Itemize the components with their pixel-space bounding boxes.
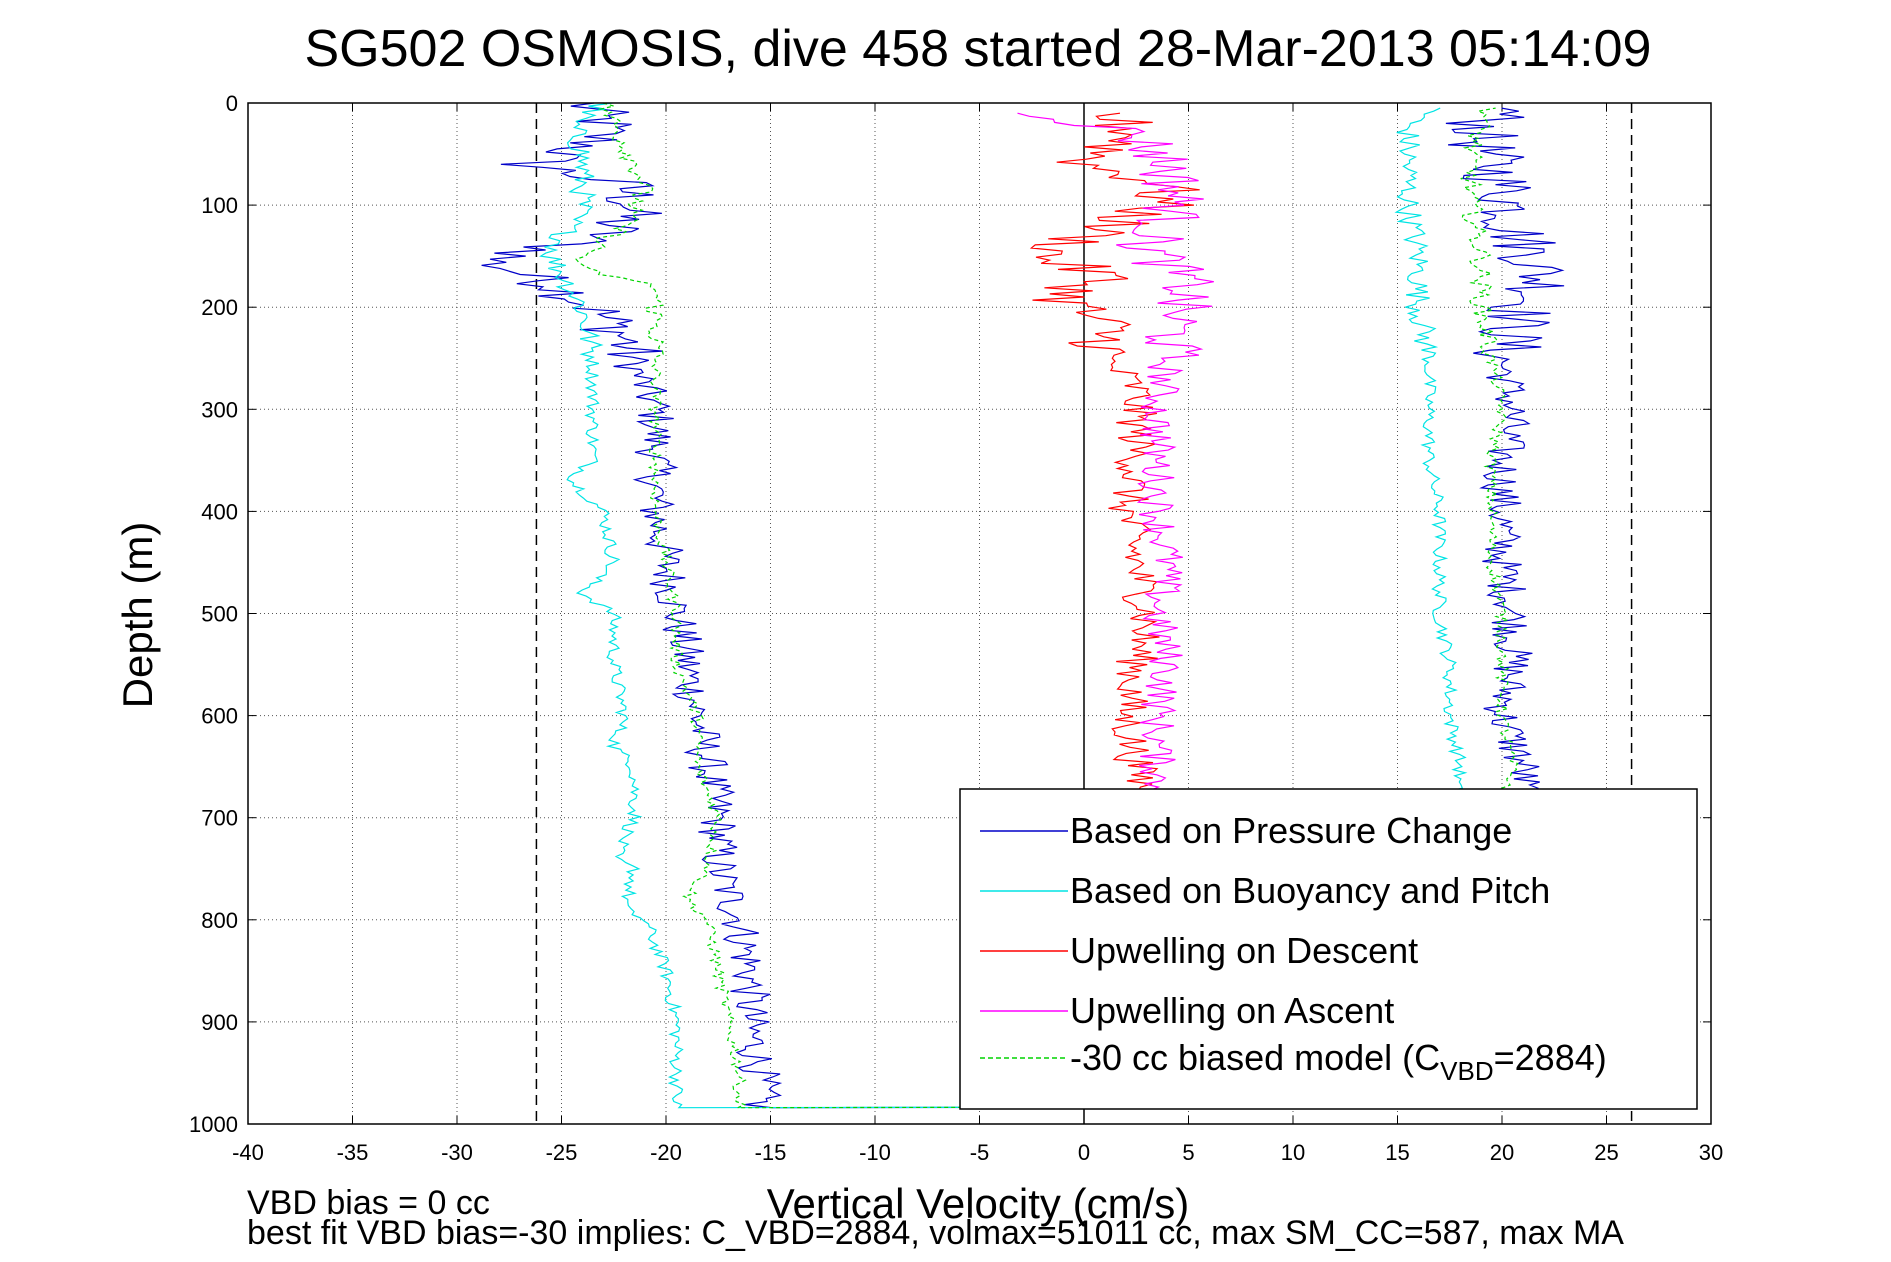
legend-label: Based on Buoyancy and Pitch [1070,870,1550,911]
y-tick-label: 200 [201,295,238,320]
annotation-vbd-bias: VBD bias = 0 cc [247,1184,490,1222]
legend-label-text: Based on Buoyancy and Pitch [1070,870,1550,911]
legend-label-text: Based on Pressure Change [1070,810,1512,851]
legend-label-suffix: =2884) [1494,1037,1607,1078]
legend-label: Upwelling on Ascent [1070,990,1394,1031]
x-tick-label: -35 [337,1140,369,1165]
x-tick-label: 0 [1078,1140,1090,1165]
series-4 [1017,112,1214,797]
x-tick-label: 10 [1281,1140,1305,1165]
legend-box [959,788,1698,1110]
y-tick-label: 600 [201,704,238,729]
y-axis-label: Depth (m) [114,522,161,709]
series-line [1029,112,1200,797]
series-line [481,102,1565,1109]
legend-label: Based on Pressure Change [1070,810,1512,851]
legend-label-text: -30 cc biased model (C [1070,1037,1440,1078]
y-tick-label: 500 [201,602,238,627]
x-tick-label: 25 [1594,1140,1618,1165]
series-1 [481,102,1565,1109]
x-axis-label: Vertical Velocity (cm/s) [767,1180,1189,1227]
x-tick-label: -20 [650,1140,682,1165]
x-tick-label: -25 [546,1140,578,1165]
series-2 [539,102,1468,1109]
plot-frame [247,102,1712,1125]
y-tick-label: 1000 [189,1112,238,1137]
legend-label: -30 cc biased model (CVBD=2884) [1070,1037,1607,1086]
x-tick-label: -40 [232,1140,264,1165]
annotation-best-fit: best fit VBD bias=-30 implies: C_VBD=288… [247,1214,1624,1252]
series-line [539,102,1468,1109]
y-tick-label: 0 [226,91,238,116]
y-tick-label: 300 [201,397,238,422]
legend-label-text: Upwelling on Ascent [1070,990,1394,1031]
x-tick-label: -15 [755,1140,787,1165]
y-tick-label: 100 [201,193,238,218]
y-tick-label: 400 [201,499,238,524]
x-tick-label: 30 [1699,1140,1723,1165]
x-tick-label: -5 [970,1140,990,1165]
y-tick-label: 800 [201,908,238,933]
x-tick-label: 15 [1385,1140,1409,1165]
legend: Based on Pressure Change Based on Buoyanc… [959,788,1698,1110]
y-tick-label: 700 [201,806,238,831]
series-line [1017,112,1214,797]
x-tick-label: 20 [1490,1140,1514,1165]
series-3 [1029,112,1200,797]
x-tick-label: -10 [859,1140,891,1165]
legend-label-subscript: VBD [1440,1056,1493,1086]
legend-label-text: Upwelling on Descent [1070,930,1418,971]
chart-title: SG502 OSMOSIS, dive 458 started 28-Mar-2… [305,20,1652,78]
y-tick-label: 900 [201,1010,238,1035]
legend-label: Upwelling on Descent [1070,930,1418,971]
x-tick-label: 5 [1182,1140,1194,1165]
x-tick-label: -30 [441,1140,473,1165]
